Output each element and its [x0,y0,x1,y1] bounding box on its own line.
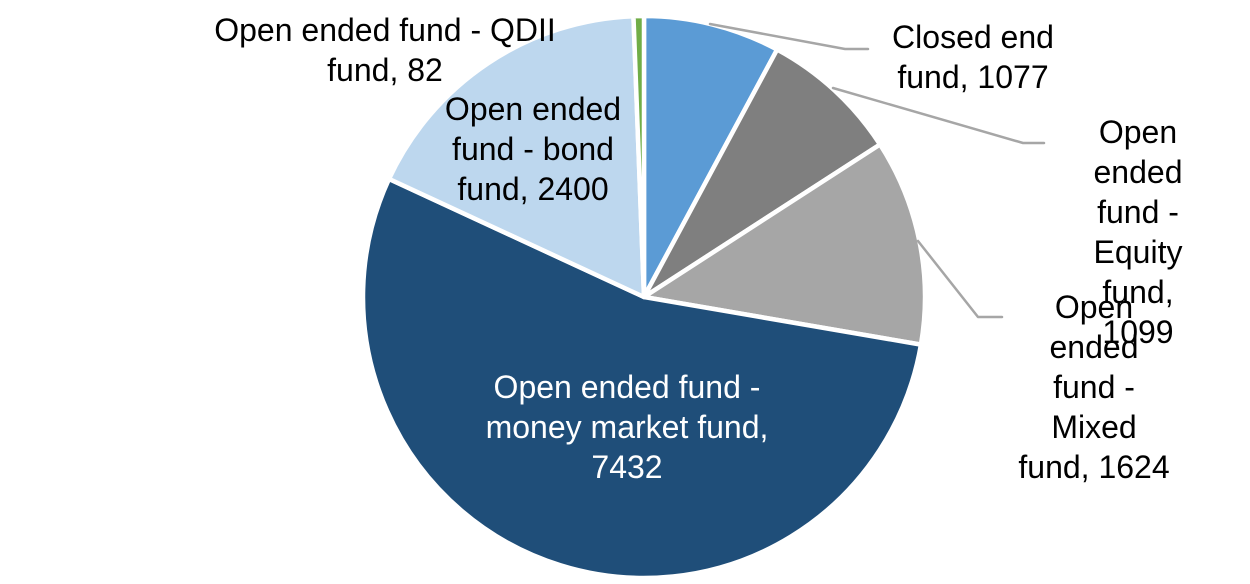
leader-line-equity-fund [831,86,1046,145]
pie-slice-money-market-fund[interactable] [360,176,924,581]
pie-slice-qdii-fund[interactable] [631,13,647,300]
pie-slice-bond-fund[interactable] [386,13,647,300]
leader-line-closed-end-fund [708,22,870,51]
pie-slice-equity-fund[interactable] [641,47,883,300]
leader-line-mixed-fund [916,239,1004,319]
